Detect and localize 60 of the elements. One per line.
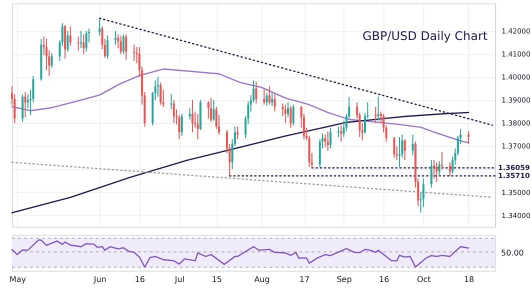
x-tick-label: Oct (417, 275, 431, 284)
candlestick (180, 113, 183, 136)
candlestick (255, 81, 258, 104)
candlestick (393, 136, 396, 158)
candlestick (120, 35, 122, 54)
candlestick (448, 162, 451, 177)
candlestick (326, 130, 329, 152)
candlestick (412, 134, 414, 156)
x-tick-label: Jun (92, 275, 106, 284)
candlestick (191, 100, 194, 133)
candlestick (207, 100, 210, 120)
x-tick-label: Aug (254, 275, 270, 284)
candlestick (268, 86, 270, 106)
x-tick-label: 15 (212, 275, 222, 284)
candlestick (324, 134, 326, 148)
candlestick (212, 100, 215, 122)
candlestick (50, 52, 53, 68)
text: 50.00 (501, 248, 524, 258)
candlestick (160, 82, 162, 106)
candlestick (440, 151, 443, 170)
candlestick (438, 160, 440, 177)
x-tick-label: 16 (134, 275, 145, 284)
candlestick (292, 104, 294, 126)
candlestick (196, 113, 199, 140)
candlestick (468, 130, 470, 144)
line-series (11, 68, 470, 144)
candlestick (290, 105, 292, 128)
x-tick-label: Sep (336, 275, 352, 284)
candlestick (337, 126, 340, 138)
candlestick (404, 138, 406, 160)
candlestick (98, 18, 101, 36)
candlestick (340, 124, 342, 142)
candlestick (106, 35, 109, 60)
candlestick (284, 104, 286, 124)
candlestick (22, 94, 24, 122)
candlestick (133, 44, 136, 62)
candlestick (430, 160, 432, 188)
text: GBP/USD Daily Chart (362, 29, 488, 44)
x-tick-label: 18 (464, 275, 474, 284)
candlestick (69, 26, 72, 46)
candlestick (122, 34, 124, 54)
candlestick (287, 102, 290, 118)
candlestick (263, 89, 266, 106)
candlestick (66, 30, 69, 52)
candlestick (172, 100, 175, 124)
candlestick (125, 34, 128, 60)
candlestick (210, 97, 212, 122)
candlestick (82, 34, 85, 54)
candlestick (330, 127, 332, 149)
candlestick (266, 92, 268, 106)
candlestick (274, 94, 276, 112)
x-tick-label: May (10, 275, 26, 284)
candlestick (271, 92, 274, 106)
x-tick-label: 16 (379, 275, 390, 284)
candlestick (398, 136, 401, 168)
candlestick (64, 24, 66, 60)
x-tick-label: 17 (299, 275, 310, 284)
candlestick (436, 162, 438, 182)
candlestick (85, 30, 88, 52)
x-tick-label: Jul (174, 275, 185, 284)
